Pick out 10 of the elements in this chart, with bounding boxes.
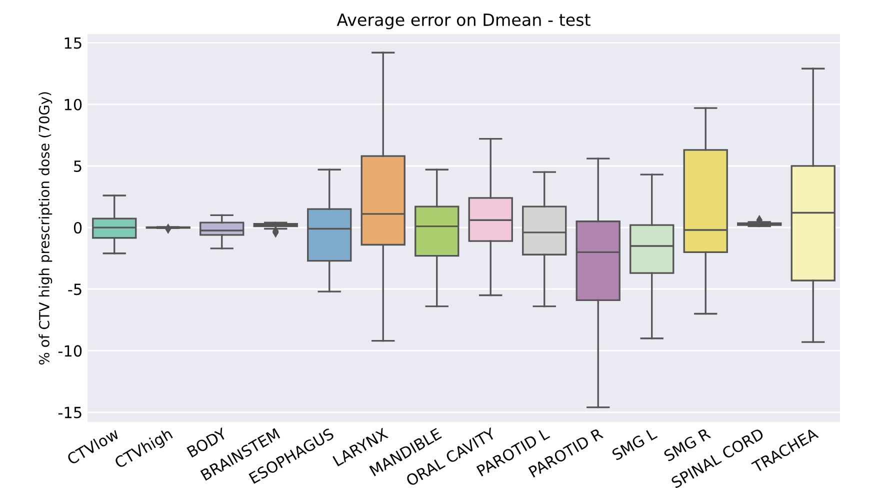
y-tick-label: -15 <box>58 406 82 418</box>
y-tick-label: -5 <box>68 284 82 296</box>
y-tick-label: 5 <box>74 160 82 172</box>
y-tick-label: 10 <box>64 98 82 110</box>
y-tick-label: 0 <box>74 222 82 234</box>
y-tick-label: -10 <box>58 345 82 357</box>
x-tick-label: SMG L <box>611 427 658 461</box>
y-axis-title: % of CTV high prescription dose (70Gy) <box>38 92 52 364</box>
chart-title: Average error on Dmean - test <box>336 14 590 30</box>
y-tick-label: 15 <box>64 37 82 49</box>
